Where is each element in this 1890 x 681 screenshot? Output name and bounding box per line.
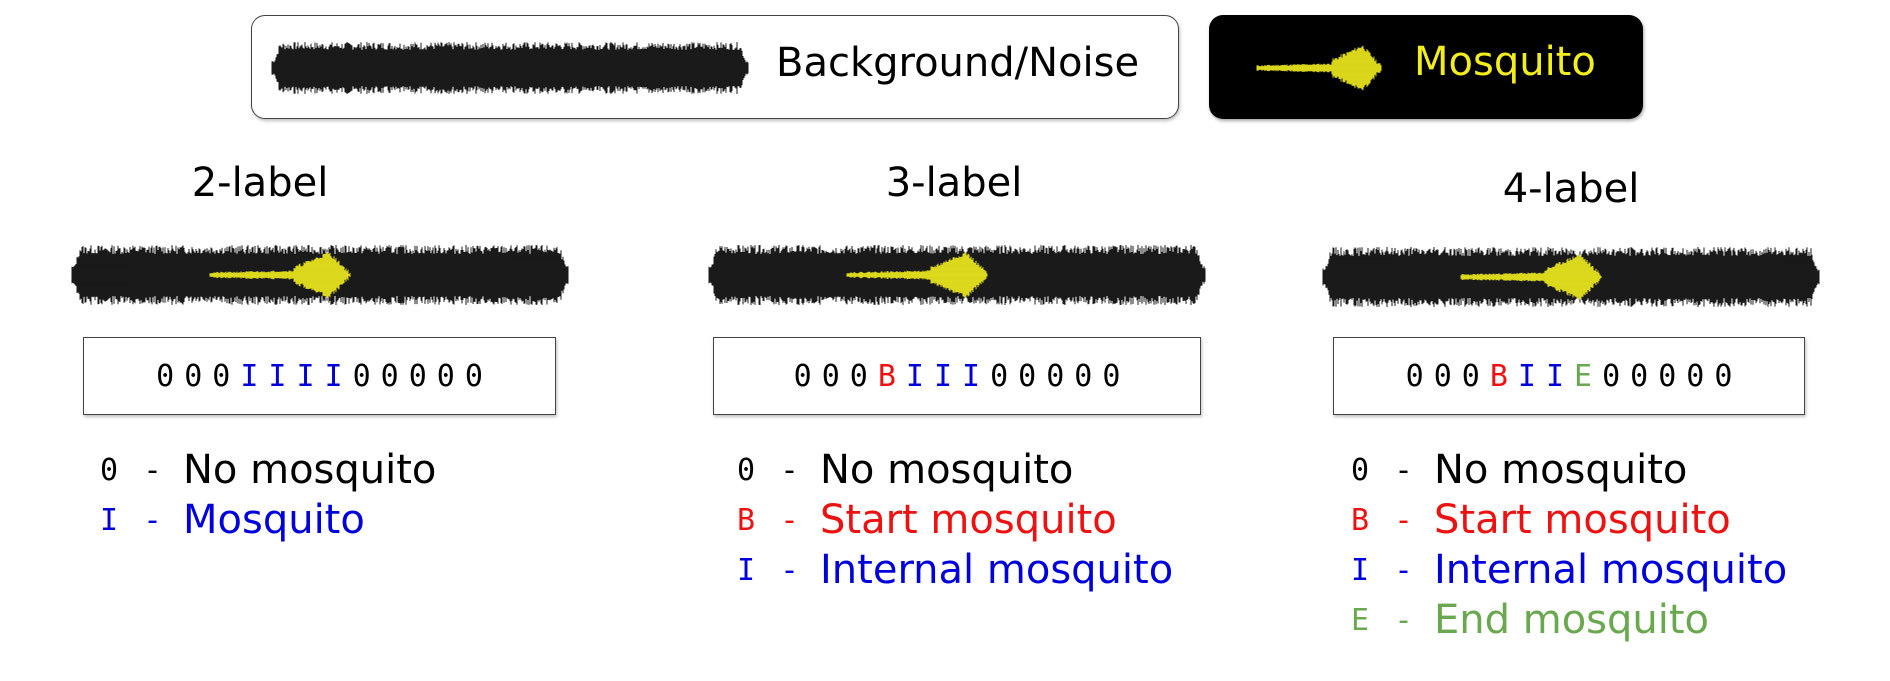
sequence-label: 0 [1461, 358, 1480, 394]
sequence-label: 0 [821, 358, 840, 394]
sequence-label: 0 [184, 358, 203, 394]
sequence-label: 0 [464, 358, 483, 394]
key-dash: - [1398, 502, 1409, 538]
sequence-label: I [268, 358, 287, 394]
sequence-label: 0 [1658, 358, 1677, 394]
key-code: I [1351, 552, 1370, 588]
key-dash: - [1398, 552, 1409, 588]
waveform-icon [71, 245, 569, 305]
panel-title: 3-label [885, 160, 1023, 206]
key-text: Mosquito [183, 497, 365, 543]
key-text: Internal mosquito [820, 547, 1174, 593]
label-key: 0- No mosquito I - Mosquito [100, 445, 436, 545]
key-text: Internal mosquito [1434, 547, 1788, 593]
sequence-label: I [1545, 358, 1564, 394]
waveform-icon [1322, 247, 1820, 307]
key-row: B - Start mosquito [737, 495, 1173, 545]
waveform-icon [708, 245, 1206, 305]
sequence-label: I [324, 358, 343, 394]
key-code: B [737, 502, 756, 538]
key-row: E - End mosquito [1351, 595, 1787, 645]
sequence-label: 0 [1630, 358, 1649, 394]
key-text: Start mosquito [820, 497, 1117, 543]
key-dash: - [147, 502, 158, 538]
panel-title: 4-label [1502, 166, 1640, 212]
label-key: 0- No mosquito B - Start mosquito I - Internal … [1351, 445, 1787, 645]
sequence-label: I [933, 358, 952, 394]
key-code: 0 [1351, 452, 1370, 488]
key-code: I [737, 552, 756, 588]
key-code: 0 [100, 452, 119, 488]
key-row: I - Internal mosquito [737, 545, 1173, 595]
sequence-label: 0 [990, 358, 1009, 394]
sequence-label: 0 [849, 358, 868, 394]
key-row: 0- No mosquito [100, 445, 436, 495]
key-row: B - Start mosquito [1351, 495, 1787, 545]
key-code: E [1351, 602, 1370, 638]
key-dash: - [1398, 452, 1409, 488]
sequence-label: 0 [408, 358, 427, 394]
sequence-label: 0 [1714, 358, 1733, 394]
key-dash: - [784, 502, 795, 538]
key-code: B [1351, 502, 1370, 538]
sequence-label: E [1574, 358, 1593, 394]
sequence-label: 0 [156, 358, 175, 394]
sequence-label: 0 [1405, 358, 1424, 394]
sequence-label: 0 [1686, 358, 1705, 394]
legend-noise: Background/Noise [251, 15, 1179, 119]
sequence-label: 0 [793, 358, 812, 394]
sequence-label: 0 [1433, 358, 1452, 394]
sequence-label: 0 [1074, 358, 1093, 394]
sequence-label: 0 [1602, 358, 1621, 394]
key-row: I - Internal mosquito [1351, 545, 1787, 595]
sequence-label: 0 [1102, 358, 1121, 394]
key-text: No mosquito [183, 447, 437, 493]
sequence-label: 0 [1018, 358, 1037, 394]
sequence-label: I [962, 358, 981, 394]
key-dash: - [784, 452, 795, 488]
sequence-label: 0 [352, 358, 371, 394]
legend-mosquito: Mosquito [1209, 15, 1643, 119]
key-dash: - [147, 452, 158, 488]
sequence-label: I [296, 358, 315, 394]
key-row: 0- No mosquito [1351, 445, 1787, 495]
sequence-label: 0 [1046, 358, 1065, 394]
sequence-label: 0 [212, 358, 231, 394]
sequence-label: B [1489, 358, 1508, 394]
mosquito-waveform-icon [1256, 45, 1382, 91]
key-text: Start mosquito [1434, 497, 1731, 543]
sequence-label: 0 [380, 358, 399, 394]
key-row: I - Mosquito [100, 495, 436, 545]
noise-waveform-icon [271, 42, 749, 94]
key-row: 0- No mosquito [737, 445, 1173, 495]
key-text: End mosquito [1434, 597, 1710, 643]
key-dash: - [1398, 602, 1409, 638]
key-text: No mosquito [1434, 447, 1688, 493]
sequence-label: 0 [436, 358, 455, 394]
key-code: I [100, 502, 119, 538]
panel-title: 2-label [191, 160, 329, 206]
sequence-label: I [905, 358, 924, 394]
sequence-label: I [240, 358, 259, 394]
legend-mosquito-label: Mosquito [1414, 39, 1596, 85]
sequence-label: I [1517, 358, 1536, 394]
key-code: 0 [737, 452, 756, 488]
key-dash: - [784, 552, 795, 588]
sequence-label: B [877, 358, 896, 394]
key-text: No mosquito [820, 447, 1074, 493]
legend-noise-label: Background/Noise [776, 40, 1140, 86]
label-key: 0- No mosquito B - Start mosquito I - Internal … [737, 445, 1173, 595]
